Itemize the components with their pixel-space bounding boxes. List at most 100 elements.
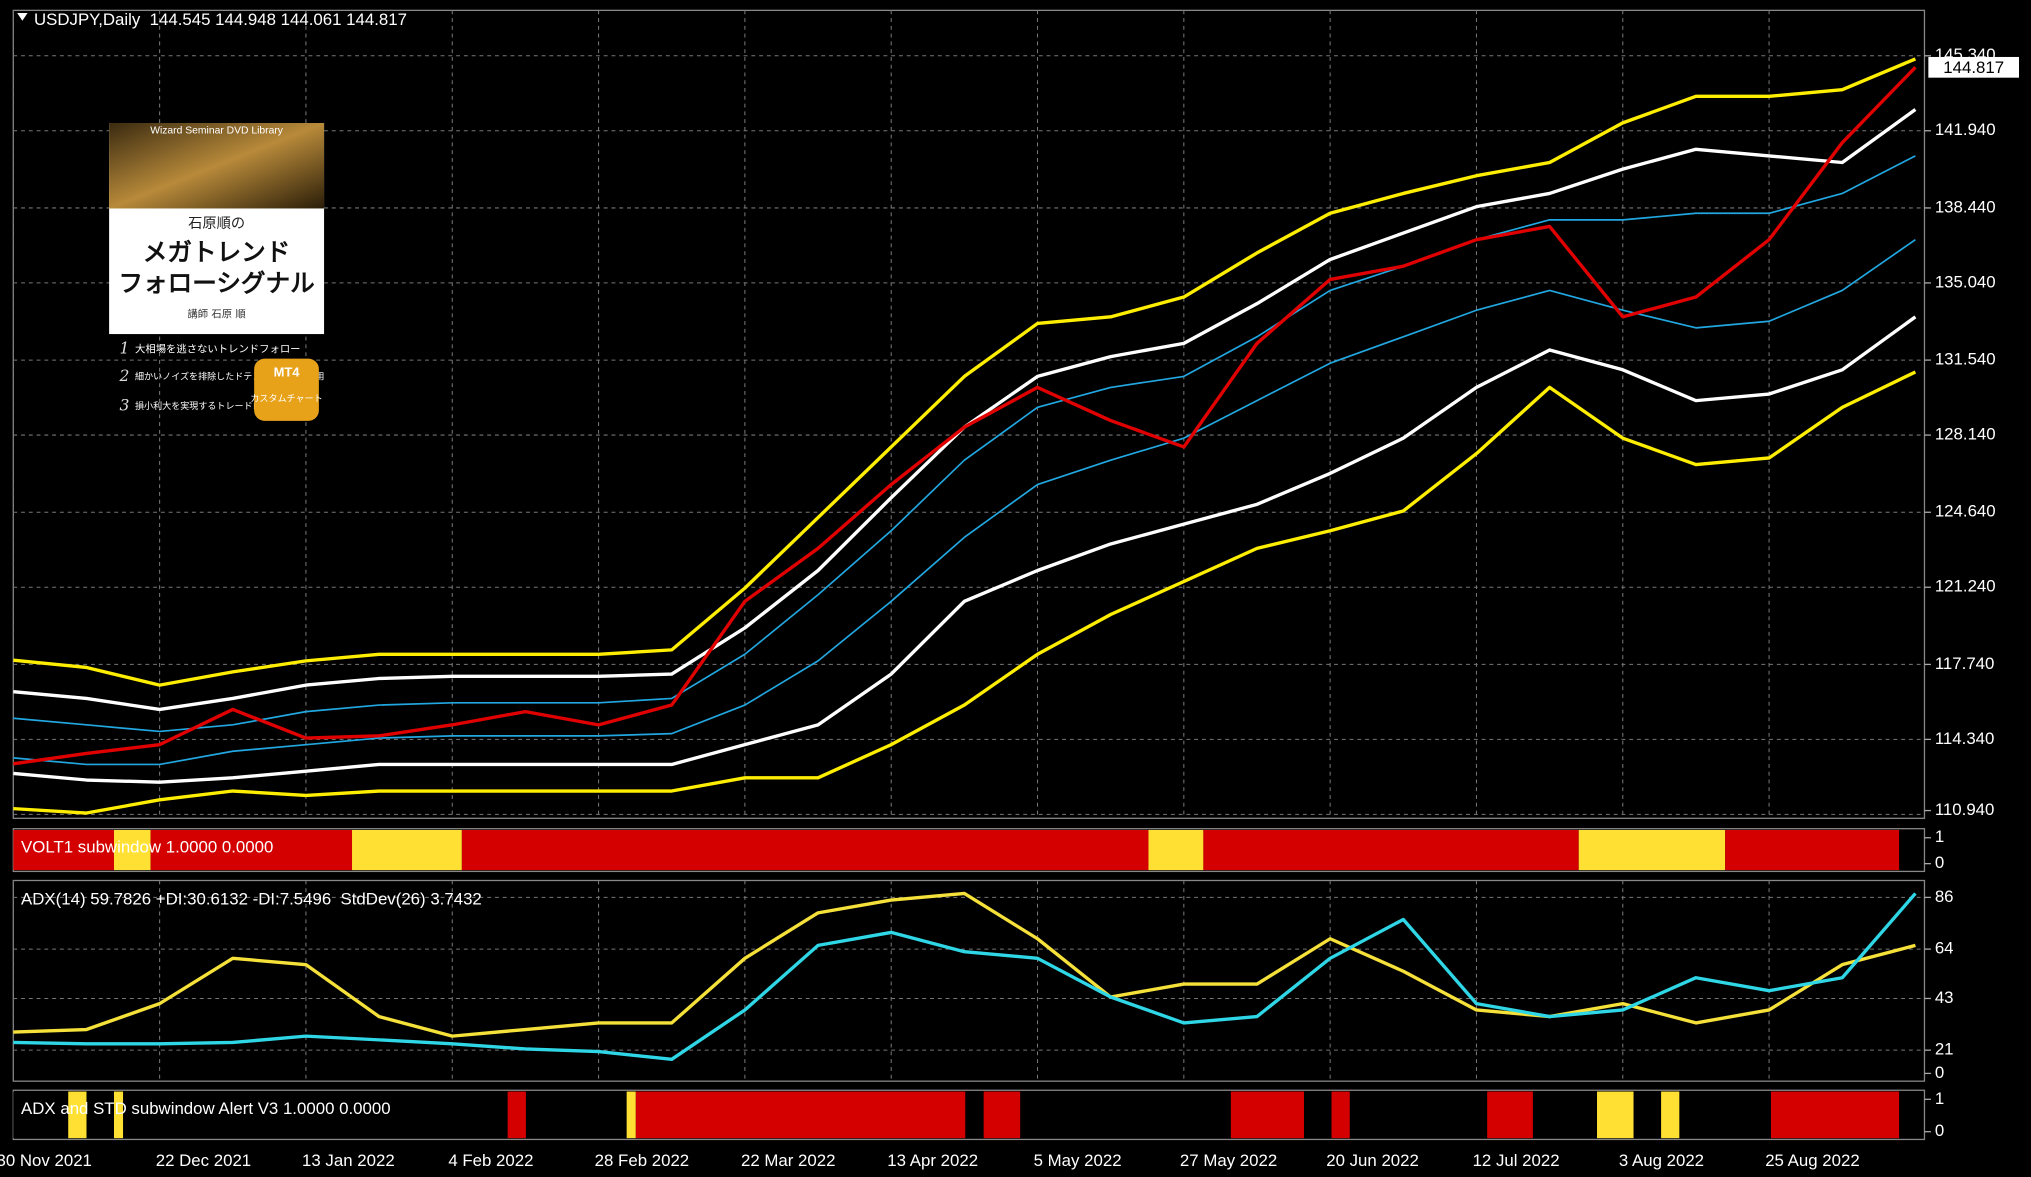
state-segment [1679, 1091, 1771, 1139]
state-segment [1725, 829, 1900, 871]
state-segment [13, 829, 115, 871]
state-segment [150, 829, 353, 871]
state-segment [626, 1091, 636, 1139]
y-tick-label: 43 [1935, 988, 1954, 1007]
adx-panel-frame [12, 879, 1926, 1082]
state-segment [86, 1091, 115, 1139]
state-segment [1532, 1091, 1598, 1139]
x-tick-label: 5 May 2022 [1034, 1151, 1122, 1170]
x-tick-label: 22 Dec 2021 [156, 1151, 251, 1170]
y-tick-label: 141.940 [1935, 120, 1996, 139]
y-tick-label: 1 [1935, 827, 1944, 846]
state-segment [1661, 1091, 1680, 1139]
x-tick-label: 13 Jan 2022 [302, 1151, 395, 1170]
x-tick-label: 27 May 2022 [1180, 1151, 1277, 1170]
series-line [13, 315, 1917, 784]
state-segment [1304, 1091, 1332, 1139]
state-segment [1578, 829, 1726, 871]
axis-cover [1925, 0, 2031, 8]
y-tick-label: 114.340 [1935, 729, 1995, 748]
y-tick-label: 1 [1935, 1089, 1944, 1108]
state-segment [461, 829, 1149, 871]
state-segment [114, 829, 151, 871]
state-segment [1633, 1091, 1662, 1139]
x-tick-label: 25 Aug 2022 [1765, 1151, 1860, 1170]
state-segment [1770, 1091, 1900, 1139]
series-line [13, 892, 1917, 1061]
y-tick-label: 0 [1935, 853, 1944, 872]
ad-point-number: 2 [118, 367, 129, 385]
state-segment [983, 1091, 1021, 1139]
ad-point: 損小利大を実現するトレードロジック [135, 400, 289, 412]
state-segment [123, 1091, 508, 1139]
series-line [13, 57, 1917, 687]
panel-title: ADX and STD subwindow Alert V3 1.0000 0.… [21, 1099, 391, 1118]
state-segment [1203, 829, 1579, 871]
ad-author-title: 石原順の [188, 215, 245, 232]
y-tick-label: 86 [1935, 887, 1954, 906]
collapse-arrow[interactable] [17, 12, 28, 21]
state-segment [68, 1091, 87, 1139]
series-line [13, 370, 1917, 815]
y-tick-label: 131.540 [1935, 350, 1996, 369]
panel-title: VOLT1 subwindow 1.0000 0.0000 [21, 838, 273, 857]
ad-point-number: 1 [119, 340, 129, 358]
ad-badge-text: MT4 [274, 364, 301, 379]
advert: Wizard Seminar DVD Library 石原順の メガトレンド フ… [109, 123, 324, 421]
y-tick-label: 21 [1935, 1040, 1954, 1059]
price-label: 144.817 [1943, 58, 2004, 77]
y-tick-label: 64 [1935, 939, 1954, 958]
ad-lecturer: 講師 石原 順 [187, 308, 246, 321]
y-tick-label: 117.740 [1935, 654, 1995, 673]
state-segment [1331, 1091, 1350, 1139]
y-tick-label: 0 [1935, 1121, 1944, 1140]
y-tick-label: 135.040 [1935, 272, 1996, 291]
x-tick-label: 4 Feb 2022 [448, 1151, 533, 1170]
state-segment [352, 829, 462, 871]
state-segment [507, 1091, 526, 1139]
state-segment [1349, 1091, 1488, 1139]
y-tick-label: 124.640 [1935, 502, 1996, 521]
state-segment [525, 1091, 627, 1139]
y-tick-label: 0 [1935, 1063, 1944, 1082]
y-tick-label: 145.340 [1935, 45, 1996, 64]
y-tick-label: 121.240 [1935, 577, 1996, 596]
chart-title: USDJPY,Daily 144.545 144.948 144.061 144… [34, 10, 407, 29]
y-tick-label: 110.940 [1935, 800, 1995, 819]
x-tick-label: 3 Aug 2022 [1619, 1151, 1704, 1170]
panel-title: ADX(14) 59.7826 +DI:30.6132 -DI:7.5496 S… [21, 889, 482, 908]
ad-point-number: 3 [119, 397, 129, 415]
state-segment [13, 1091, 69, 1139]
ad-cover-photo [109, 123, 325, 209]
price-label-box [1928, 56, 2019, 78]
x-tick-label: 22 Mar 2022 [741, 1151, 836, 1170]
state-segment [1487, 1091, 1533, 1139]
ad-title: メガトレンド [143, 237, 291, 266]
x-tick-label: 13 Apr 2022 [887, 1151, 978, 1170]
ad-badge-text: カスタムチャート [250, 393, 322, 404]
x-tick-label: 20 Jun 2022 [1326, 1151, 1419, 1170]
ad-badge [254, 358, 319, 421]
state-segment [1148, 829, 1204, 871]
state-segment [1597, 1091, 1634, 1139]
state-segment [635, 1091, 966, 1139]
ad-title: フォローシグナル [118, 268, 314, 297]
ad-series: Wizard Seminar DVD Library [150, 126, 284, 137]
state-segment [965, 1091, 984, 1139]
y-tick-label: 138.440 [1935, 197, 1996, 216]
ad-point: 大相場を逃さないトレンドフォロー [135, 343, 301, 356]
series-line [13, 238, 1916, 766]
series-line [13, 155, 1916, 733]
x-tick-label: 28 Feb 2022 [595, 1151, 690, 1170]
state-segment [114, 1091, 124, 1139]
x-tick-label: 12 Jul 2022 [1473, 1151, 1560, 1170]
series-line [13, 891, 1916, 1038]
x-tick-label: 30 Nov 2021 [0, 1151, 92, 1170]
state-segment [1020, 1091, 1231, 1139]
state-segment [1230, 1091, 1305, 1139]
y-tick-label: 128.140 [1935, 425, 1996, 444]
series-line [13, 66, 1917, 766]
